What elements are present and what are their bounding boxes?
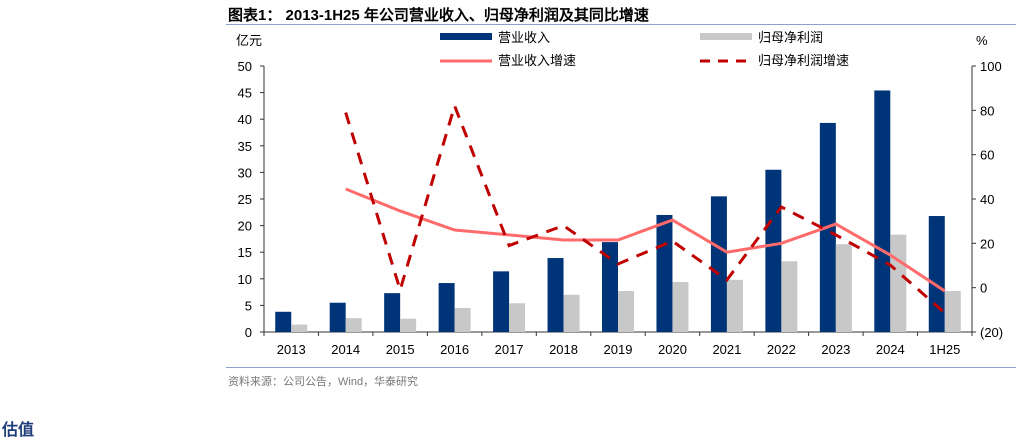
source-divider [226, 367, 1016, 368]
bar-revenue [275, 312, 291, 332]
left-tick-label: 10 [238, 272, 252, 287]
bar-revenue [765, 170, 781, 332]
bar-revenue [548, 258, 564, 332]
bar-revenue [330, 303, 346, 332]
x-tick-label: 2023 [821, 342, 850, 357]
x-tick-label: 2016 [440, 342, 469, 357]
x-tick-label: 2020 [658, 342, 687, 357]
right-tick-label: (20) [980, 325, 1003, 340]
left-tick-label: 35 [238, 139, 252, 154]
bar-net-profit [291, 325, 307, 332]
right-tick-label: 40 [980, 192, 994, 207]
left-axis-unit: 亿元 [236, 33, 262, 48]
legend-label: 归母净利润增速 [758, 53, 849, 68]
x-tick-label: 2022 [767, 342, 796, 357]
left-tick-label: 45 [238, 86, 252, 101]
bar-net-profit [346, 318, 362, 332]
right-tick-label: 80 [980, 103, 994, 118]
bar-net-profit [945, 291, 961, 332]
x-tick-label: 2017 [495, 342, 524, 357]
legend-label: 营业收入 [498, 30, 550, 45]
bar-net-profit [455, 308, 471, 332]
x-tick-label: 2019 [604, 342, 633, 357]
combo-chart: 亿元% 0 5 10 15 20 25 30 35 40 45 50 (20) 0 20 40 60 80 100 2… [0, 0, 1021, 370]
right-axis-unit: % [976, 33, 988, 48]
revenue-growth-line [346, 189, 945, 291]
net-profit-growth-line [346, 106, 945, 313]
left-tick-label: 50 [238, 59, 252, 74]
bar-net-profit [400, 319, 416, 332]
bar-net-profit [781, 261, 797, 332]
legend-label: 归母净利润 [758, 30, 823, 45]
bar-revenue [656, 215, 672, 332]
bar-net-profit [890, 235, 906, 332]
next-section-heading: 估值 [2, 416, 34, 440]
left-tick-label: 40 [238, 112, 252, 127]
left-tick-label: 5 [245, 298, 252, 313]
right-tick-label: 0 [980, 281, 987, 296]
left-tick-label: 30 [238, 165, 252, 180]
legend-swatch [700, 33, 752, 40]
x-tick-label: 2013 [277, 342, 306, 357]
x-tick-label: 1H25 [929, 342, 960, 357]
x-tick-label: 2014 [331, 342, 360, 357]
bar-net-profit [509, 303, 525, 332]
left-tick-label: 0 [245, 325, 252, 340]
left-tick-label: 15 [238, 245, 252, 260]
x-tick-label: 2024 [876, 342, 905, 357]
right-tick-label: 60 [980, 148, 994, 163]
bar-net-profit [672, 282, 688, 332]
left-tick-label: 20 [238, 219, 252, 234]
bar-revenue [384, 293, 400, 332]
bar-revenue [711, 196, 727, 332]
bar-revenue [929, 216, 945, 332]
right-tick-label: 100 [980, 59, 1002, 74]
bar-net-profit [727, 280, 743, 332]
bar-revenue [439, 283, 455, 332]
bar-net-profit [618, 291, 634, 332]
legend-swatch [440, 33, 492, 40]
legend-label: 营业收入增速 [498, 53, 576, 68]
bar-revenue [874, 90, 890, 332]
x-tick-label: 2015 [386, 342, 415, 357]
bar-revenue [493, 271, 509, 332]
right-tick-label: 20 [980, 236, 994, 251]
source-note: 资料来源：公司公告，Wind，华泰研究 [228, 373, 418, 389]
x-tick-label: 2021 [712, 342, 741, 357]
left-tick-label: 25 [238, 192, 252, 207]
bar-net-profit [836, 244, 852, 332]
x-tick-label: 2018 [549, 342, 578, 357]
bar-net-profit [564, 295, 580, 332]
